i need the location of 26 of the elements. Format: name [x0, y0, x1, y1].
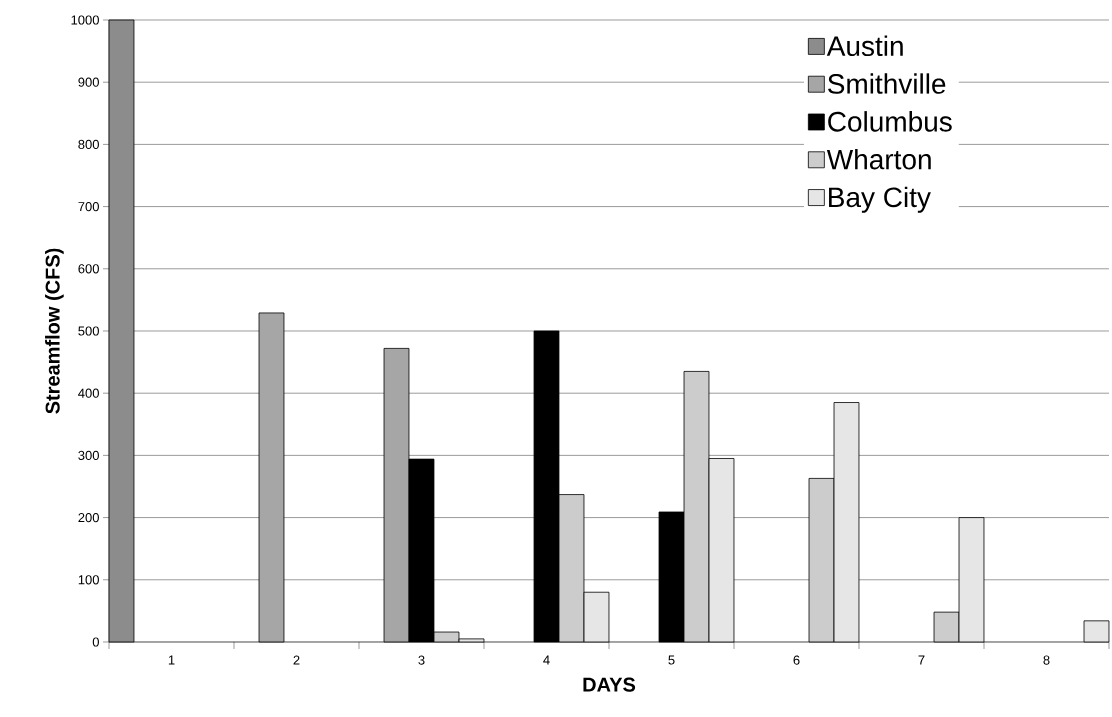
x-tick-label: 3: [418, 655, 425, 665]
y-tick-label: 300: [78, 450, 99, 460]
y-tick-label: 800: [78, 139, 99, 149]
y-axis-title: Streamflow (CFS): [45, 248, 64, 414]
y-tick-label: 400: [78, 388, 99, 398]
y-tick-label: 1000: [71, 15, 99, 25]
y-tick-label: 900: [78, 77, 99, 87]
x-tick-label: 7: [918, 655, 925, 665]
y-tick-label: 700: [78, 201, 99, 212]
legend-label: Austin: [826, 35, 903, 57]
x-tick-label: 6: [793, 655, 800, 665]
y-tick-label: 500: [78, 326, 99, 336]
y-tick-label: 0: [92, 637, 99, 647]
x-tick-label: 5: [668, 655, 675, 665]
legend-label: Smithville: [828, 73, 946, 94]
y-tick-label: 200: [78, 512, 99, 523]
x-tick-label: 2: [293, 655, 300, 665]
x-axis-title: DAYS: [583, 677, 636, 692]
legend-label: Columbus: [828, 111, 952, 132]
legend-label: Bay City: [829, 186, 931, 213]
y-tick-label: 600: [78, 264, 99, 274]
legend-label: Wharton: [826, 148, 931, 170]
x-tick-label: 8: [1043, 655, 1050, 665]
x-tick-label: 4: [543, 655, 550, 665]
y-tick-label: 100: [78, 575, 99, 585]
x-tick-label: 1: [168, 655, 175, 665]
